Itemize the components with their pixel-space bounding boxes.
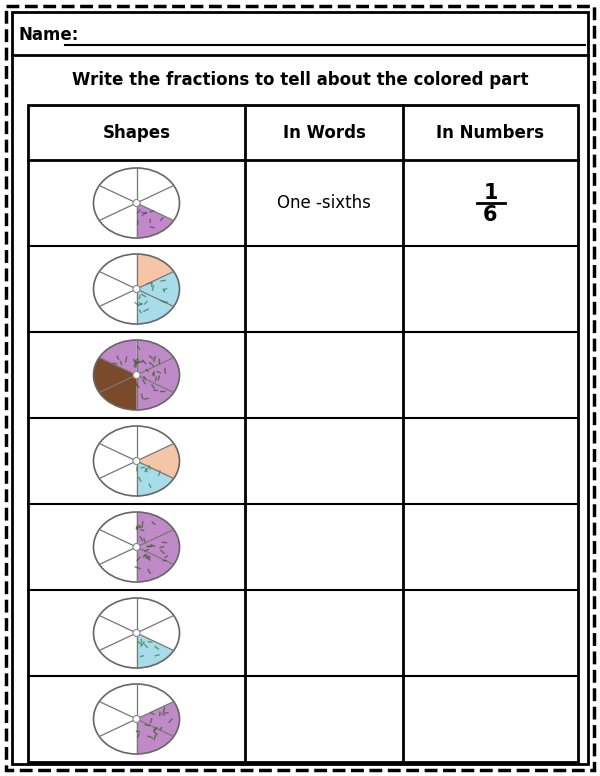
Text: Name:: Name: xyxy=(18,26,79,44)
Text: 6: 6 xyxy=(483,205,498,225)
Polygon shape xyxy=(137,254,174,289)
Polygon shape xyxy=(99,512,137,547)
Text: In Words: In Words xyxy=(283,123,365,141)
Polygon shape xyxy=(137,375,174,410)
Polygon shape xyxy=(137,340,174,375)
Text: In Numbers: In Numbers xyxy=(437,123,545,141)
Polygon shape xyxy=(137,168,174,203)
Polygon shape xyxy=(137,547,174,582)
Text: Write the fractions to tell about the colored part: Write the fractions to tell about the co… xyxy=(72,71,528,89)
Polygon shape xyxy=(94,185,137,220)
Polygon shape xyxy=(94,358,137,393)
Circle shape xyxy=(133,372,140,379)
Polygon shape xyxy=(137,461,174,496)
Polygon shape xyxy=(99,340,137,375)
Polygon shape xyxy=(137,203,174,238)
Polygon shape xyxy=(137,529,179,564)
Polygon shape xyxy=(94,444,137,479)
Polygon shape xyxy=(137,684,174,719)
Text: 1: 1 xyxy=(483,183,498,203)
Polygon shape xyxy=(94,529,137,564)
Polygon shape xyxy=(137,426,174,461)
Polygon shape xyxy=(99,168,137,203)
Polygon shape xyxy=(94,272,137,307)
Polygon shape xyxy=(137,615,179,650)
Polygon shape xyxy=(99,684,137,719)
Polygon shape xyxy=(99,461,137,496)
Polygon shape xyxy=(99,426,137,461)
Polygon shape xyxy=(137,289,174,324)
Circle shape xyxy=(133,543,140,550)
Polygon shape xyxy=(94,615,137,650)
Polygon shape xyxy=(137,633,174,668)
Polygon shape xyxy=(99,254,137,289)
Text: Shapes: Shapes xyxy=(103,123,170,141)
Bar xyxy=(28,105,578,762)
Polygon shape xyxy=(137,598,174,633)
Polygon shape xyxy=(137,185,179,220)
Circle shape xyxy=(133,629,140,636)
Circle shape xyxy=(133,199,140,206)
Text: One -sixths: One -sixths xyxy=(277,194,371,212)
Polygon shape xyxy=(137,358,179,393)
Polygon shape xyxy=(99,547,137,582)
Polygon shape xyxy=(137,702,179,736)
Polygon shape xyxy=(137,272,179,307)
Polygon shape xyxy=(137,719,174,754)
Polygon shape xyxy=(137,444,179,479)
Circle shape xyxy=(133,458,140,465)
Polygon shape xyxy=(99,203,137,238)
Polygon shape xyxy=(99,598,137,633)
Circle shape xyxy=(133,715,140,722)
Polygon shape xyxy=(94,702,137,736)
Polygon shape xyxy=(99,719,137,754)
Polygon shape xyxy=(99,375,137,410)
Circle shape xyxy=(133,286,140,293)
Polygon shape xyxy=(137,512,174,547)
Polygon shape xyxy=(99,633,137,668)
Polygon shape xyxy=(99,289,137,324)
